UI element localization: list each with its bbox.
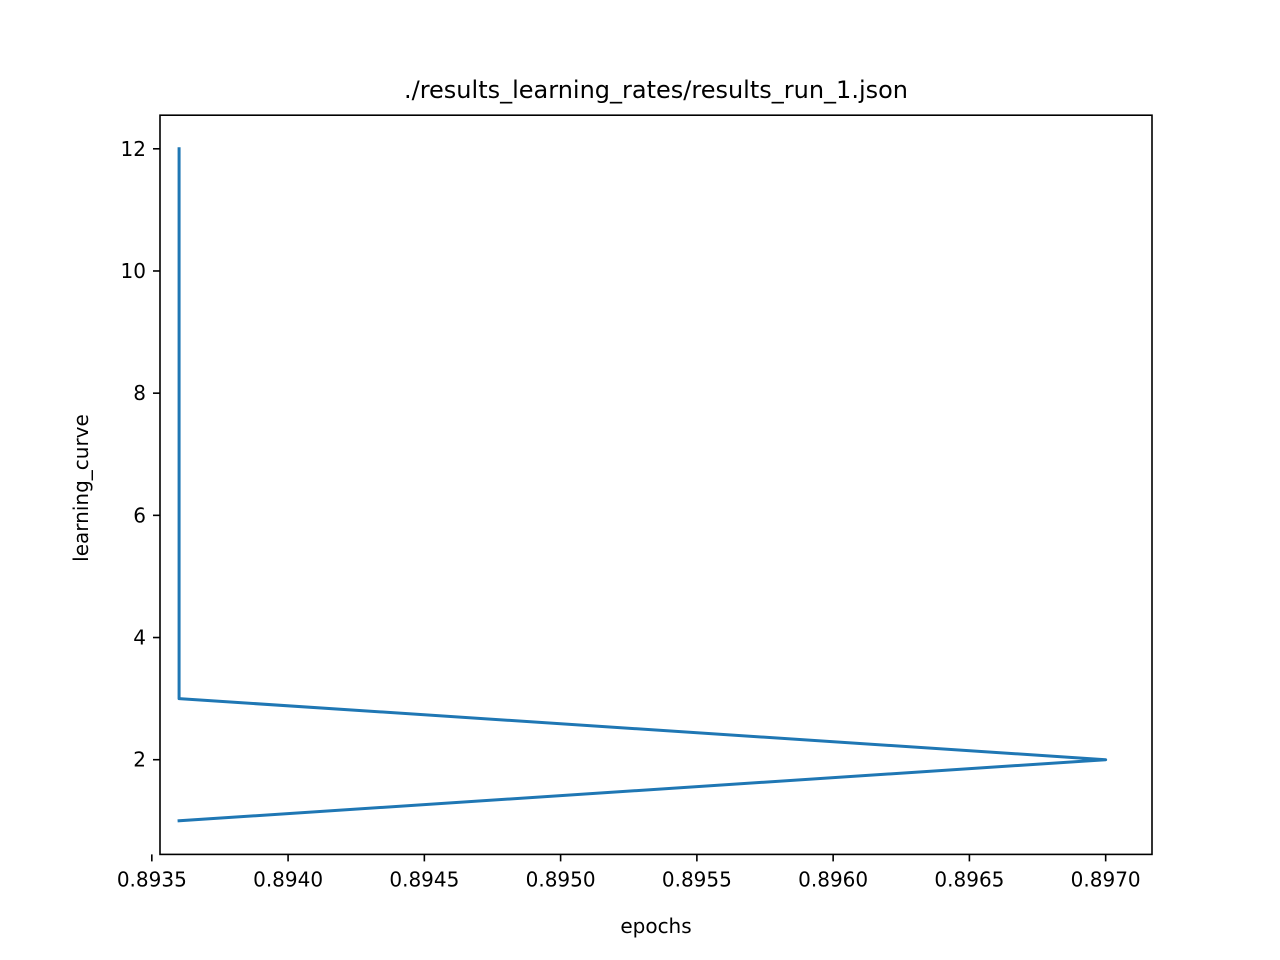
series-line	[177, 147, 1108, 823]
y-tick-label: 6	[133, 503, 146, 527]
y-axis-label: learning_curve	[69, 414, 93, 562]
x-tick-label: 0.8945	[389, 867, 459, 891]
y-tick-label: 4	[133, 626, 146, 650]
x-tick-label: 0.8965	[934, 867, 1004, 891]
y-tick-label: 8	[133, 381, 146, 405]
y-tick-label: 12	[121, 137, 146, 161]
plot-frame	[159, 114, 1153, 856]
x-tick-label: 0.8960	[798, 867, 868, 891]
chart-title: ./results_learning_rates/results_run_1.j…	[404, 76, 908, 104]
y-axis: 2 4 6 8 10 12	[121, 137, 160, 772]
x-tick-label: 0.8955	[662, 867, 732, 891]
x-tick-label: 0.8935	[117, 867, 187, 891]
x-tick-label: 0.8940	[253, 867, 323, 891]
y-tick-label: 10	[121, 259, 146, 283]
series-layer	[177, 147, 1108, 823]
y-tick-label: 2	[133, 748, 146, 772]
x-tick-label: 0.8950	[526, 867, 596, 891]
x-axis: 0.8935 0.8940 0.8945 0.8950 0.8955 0.8960 0.89…	[117, 854, 1141, 891]
x-tick-label: 0.8970	[1071, 867, 1141, 891]
x-axis-label: epochs	[620, 914, 691, 938]
